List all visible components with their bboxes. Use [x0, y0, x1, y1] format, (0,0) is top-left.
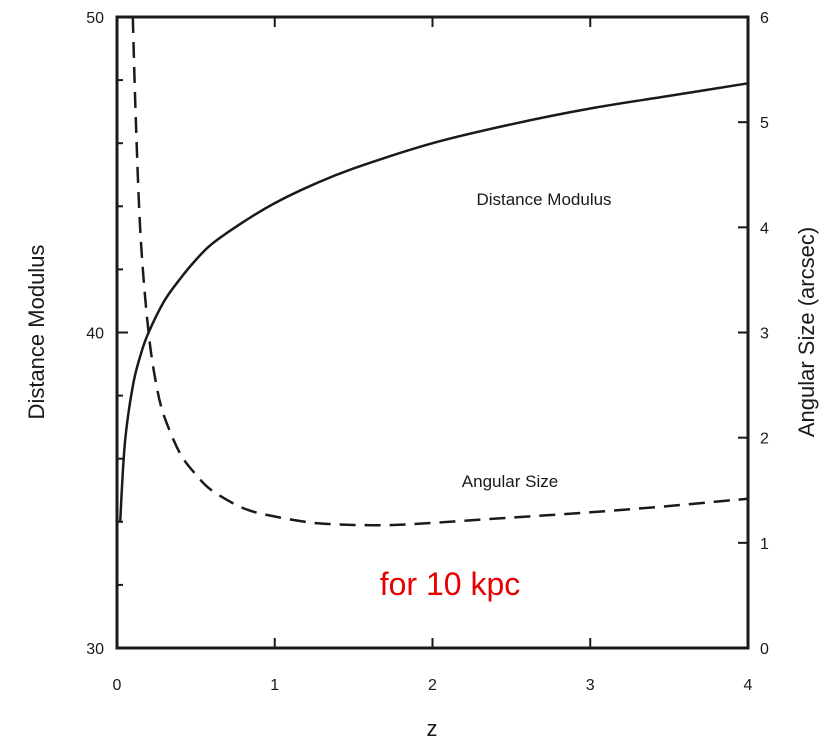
x-axis-ticks: 0 1 2 3 4 [113, 17, 753, 694]
right-y-tick-label: 5 [760, 115, 769, 132]
distance-modulus-curve-label: Distance Modulus [476, 190, 611, 209]
right-y-axis-title: Angular Size (arcsec) [794, 227, 819, 437]
angular-size-series-line [131, 16, 749, 527]
left-y-axis-title: Distance Modulus [24, 245, 49, 420]
angular-size-curve-label: Angular Size [462, 472, 558, 491]
x-tick-label: 1 [270, 677, 279, 694]
series-layer [118, 16, 749, 527]
right-y-tick-label: 1 [760, 536, 769, 553]
right-y-tick-label: 4 [760, 220, 769, 237]
x-tick-label: 3 [586, 677, 595, 694]
right-y-tick-label: 2 [760, 431, 769, 448]
annotation-text: for 10 kpc [380, 566, 521, 602]
left-y-tick-label: 50 [86, 10, 104, 27]
x-tick-label: 4 [744, 677, 753, 694]
x-tick-label: 0 [113, 677, 122, 694]
left-y-tick-label: 40 [86, 326, 104, 343]
distance-modulus-series-line [118, 82, 749, 522]
x-tick-label: 2 [428, 677, 437, 694]
plot-frame [115, 15, 750, 650]
right-y-tick-label: 3 [760, 326, 769, 343]
x-axis-title: z [427, 716, 438, 741]
right-y-tick-label: 0 [760, 641, 769, 658]
right-y-axis-ticks: 0 1 2 3 4 5 6 [738, 10, 769, 658]
left-y-tick-label: 30 [86, 641, 104, 658]
left-y-axis-ticks: 30 40 50 [86, 10, 128, 658]
right-y-tick-label: 6 [760, 10, 769, 27]
